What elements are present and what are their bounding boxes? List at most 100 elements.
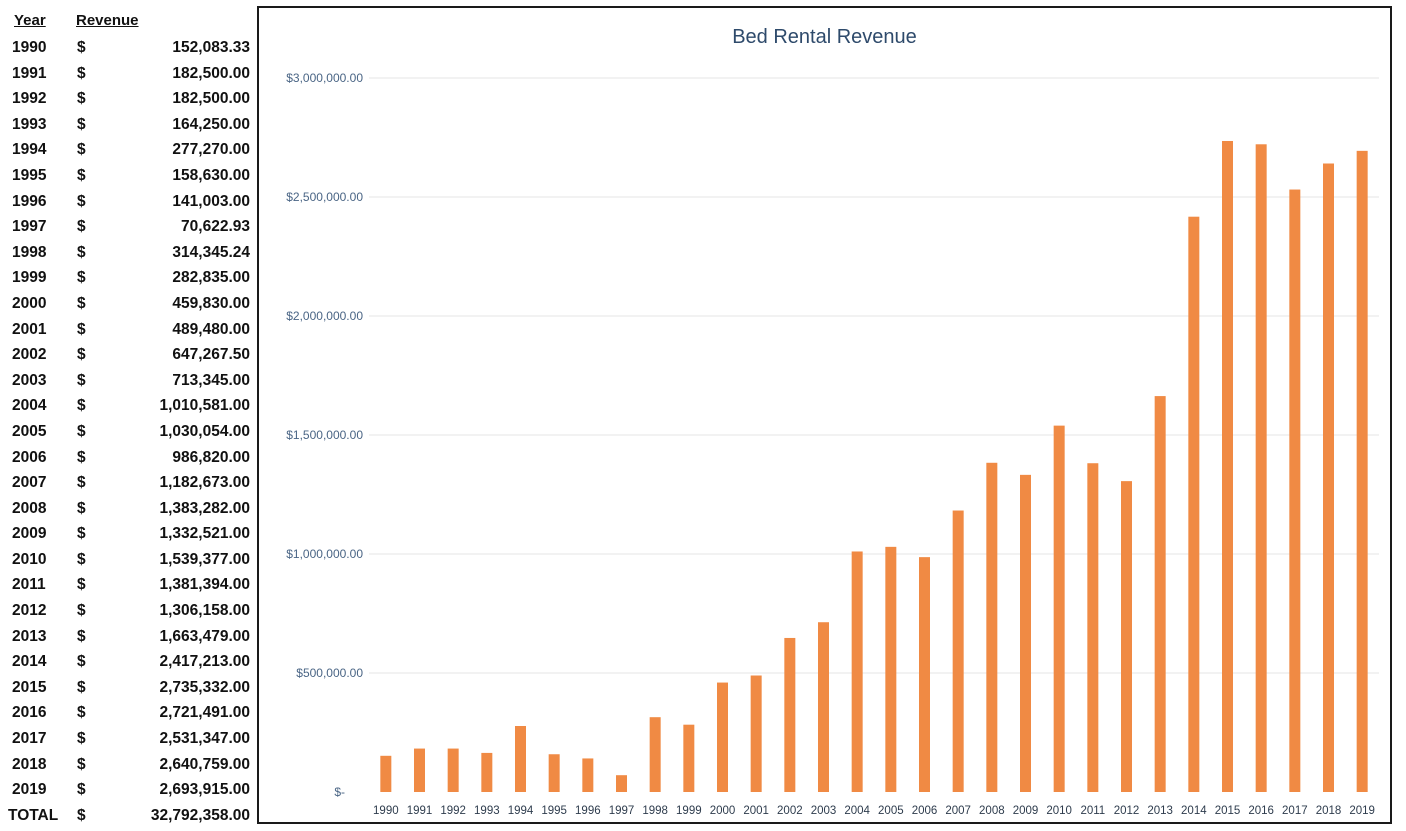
x-tick-label: 2012: [1114, 805, 1140, 817]
bar: [1323, 163, 1334, 792]
bar: [1020, 474, 1031, 792]
row-amount: 277,270.00: [172, 141, 250, 159]
bar: [1222, 140, 1233, 793]
row-amount: 182,500.00: [172, 64, 250, 82]
row-year: 1998: [12, 243, 47, 261]
x-tick-label: 1993: [474, 805, 500, 817]
bar: [649, 717, 661, 792]
row-amount: 2,531,347.00: [159, 730, 250, 748]
x-tick-label: 1996: [575, 805, 601, 817]
y-tick-label: $1,500,000.00: [286, 428, 363, 442]
bar: [717, 682, 728, 792]
table-row: 2007 $1,182,673.00: [0, 470, 262, 496]
x-tick-label: 1991: [407, 805, 433, 817]
row-currency: $: [77, 499, 86, 517]
row-amount: 1,010,581.00: [159, 397, 250, 415]
row-amount: 141,003.00: [172, 192, 250, 210]
row-year: 2008: [12, 499, 47, 517]
row-year: 2005: [12, 422, 47, 440]
x-tick-label: 2019: [1349, 805, 1375, 817]
row-currency: $: [77, 371, 86, 389]
x-tick-label: 2014: [1181, 805, 1207, 817]
x-tick-label: 2005: [878, 805, 904, 817]
table-row: 2010 $1,539,377.00: [0, 547, 262, 573]
row-currency: $: [77, 346, 86, 364]
row-currency: $: [77, 294, 86, 312]
x-tick-label: 2002: [777, 805, 803, 817]
table-row: 2008 $1,383,282.00: [0, 496, 262, 522]
bar: [1188, 216, 1200, 792]
bar: [1121, 481, 1132, 792]
row-amount: 2,693,915.00: [159, 781, 250, 799]
row-year: 2010: [12, 550, 47, 568]
row-year: 2015: [12, 678, 47, 696]
row-currency: $: [77, 602, 86, 620]
row-currency: $: [77, 448, 86, 466]
table-row: 2015 $2,735,332.00: [0, 675, 262, 701]
row-amount: 2,735,332.00: [159, 678, 250, 696]
header-revenue: Revenue: [76, 12, 139, 29]
revenue-table: Year Revenue 1990 $152,083.33 1991 $182,500…: [0, 0, 262, 831]
row-currency: $: [77, 576, 86, 594]
x-tick-label: 1997: [609, 805, 635, 817]
row-currency: $: [77, 166, 86, 184]
row-currency: $: [77, 39, 86, 56]
row-year: 2017: [12, 730, 47, 748]
row-amount: 1,332,521.00: [159, 525, 250, 543]
bar: [447, 748, 459, 792]
row-currency: $: [77, 781, 86, 799]
row-year: 2011: [12, 576, 46, 594]
table-total-row: TOTAL $ 32,792,358.00: [0, 803, 262, 829]
row-amount: 1,663,479.00: [159, 627, 250, 645]
row-year: 1995: [12, 166, 47, 184]
bar: [616, 775, 627, 792]
row-currency: $: [77, 218, 86, 236]
bar: [1255, 144, 1267, 792]
row-year: 2013: [12, 627, 47, 645]
row-year: 1991: [12, 64, 47, 82]
bar: [750, 675, 762, 792]
chart-title: Bed Rental Revenue: [732, 26, 917, 48]
row-year: 2018: [12, 755, 47, 773]
row-currency: $: [77, 141, 86, 159]
row-amount: 986,820.00: [172, 448, 250, 466]
table-row: 2005 $1,030,054.00: [0, 419, 262, 445]
x-tick-label: 2009: [1013, 805, 1039, 817]
row-amount: 459,830.00: [172, 294, 250, 312]
bar: [818, 622, 829, 792]
table-row: 1993 $164,250.00: [0, 112, 262, 138]
row-amount: 1,182,673.00: [159, 474, 250, 492]
chart-area: Bed Rental Revenue $- $500,000.00 $1,000,0…: [257, 6, 1392, 824]
row-amount: 152,083.33: [172, 39, 250, 56]
bar: [481, 752, 493, 792]
row-amount: 647,267.50: [172, 346, 250, 364]
row-currency: $: [77, 243, 86, 261]
table-body: 1990 $152,083.33 1991 $182,500.00 1992 $182,5…: [0, 35, 262, 803]
table-row: 2017 $2,531,347.00: [0, 726, 262, 752]
row-amount: 314,345.24: [172, 243, 250, 261]
row-year: 1993: [12, 115, 47, 133]
row-amount: 1,381,394.00: [159, 576, 250, 594]
row-currency: $: [77, 474, 86, 492]
bar: [414, 748, 425, 792]
table-row: 1998 $314,345.24: [0, 240, 262, 266]
x-tick-label: 2006: [912, 805, 938, 817]
table-row: 2000 $459,830.00: [0, 291, 262, 317]
x-tick-label: 1995: [541, 805, 567, 817]
table-row: 2018 $2,640,759.00: [0, 752, 262, 778]
x-tick-label: 2013: [1147, 805, 1173, 817]
bar: [582, 758, 594, 792]
bar: [1154, 396, 1166, 792]
row-year: 1994: [12, 141, 47, 159]
y-tick-label: $2,500,000.00: [286, 190, 363, 204]
row-amount: 1,306,158.00: [159, 602, 250, 620]
bar: [1289, 189, 1301, 792]
bar: [986, 462, 998, 792]
table-row: 1996 $141,003.00: [0, 189, 262, 215]
bar: [784, 637, 796, 792]
row-currency: $: [77, 730, 86, 748]
table-row: 2006 $986,820.00: [0, 445, 262, 471]
row-amount: 2,640,759.00: [159, 755, 250, 773]
bar: [380, 755, 392, 792]
row-year: 2016: [12, 704, 47, 722]
